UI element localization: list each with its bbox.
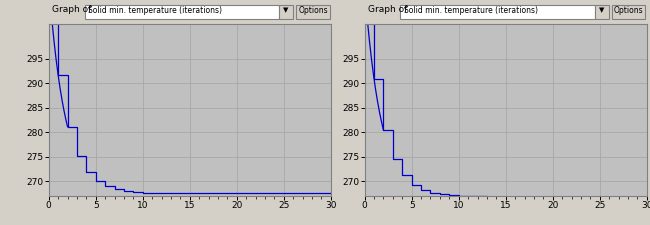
Text: Graph of: Graph of — [368, 5, 408, 14]
Text: ▼: ▼ — [283, 7, 289, 14]
Text: Graph of: Graph of — [52, 5, 92, 14]
Text: Options: Options — [614, 6, 644, 15]
Text: Solid min. temperature (iterations): Solid min. temperature (iterations) — [404, 6, 538, 15]
Text: ▼: ▼ — [599, 7, 605, 14]
Text: Options: Options — [298, 6, 328, 15]
Text: Solid min. temperature (iterations): Solid min. temperature (iterations) — [88, 6, 222, 15]
